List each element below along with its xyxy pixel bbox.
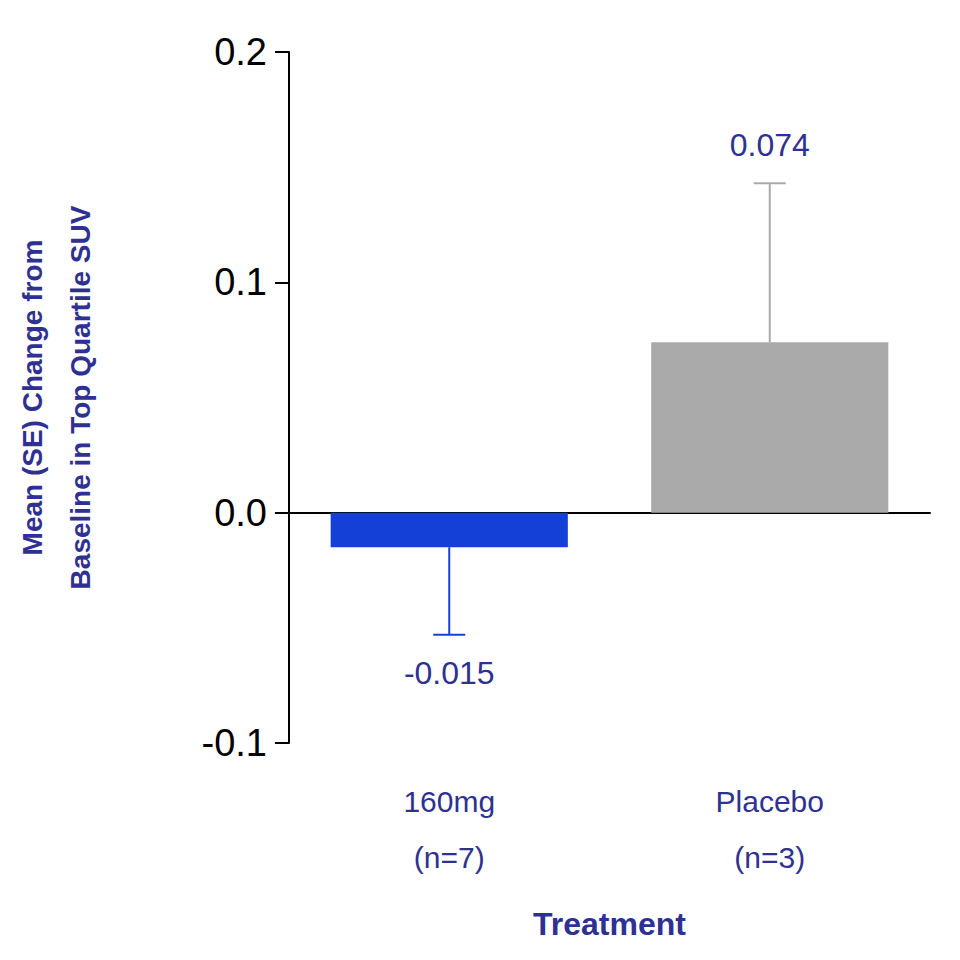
svg-text:Baseline in Top Quartile SUV: Baseline in Top Quartile SUV: [65, 205, 96, 589]
svg-text:Treatment: Treatment: [533, 906, 686, 942]
svg-text:160mg: 160mg: [403, 785, 495, 818]
svg-text:Placebo: Placebo: [716, 785, 824, 818]
svg-text:(n=7): (n=7): [414, 841, 485, 874]
svg-text:-0.015: -0.015: [404, 655, 495, 691]
svg-text:(n=3): (n=3): [734, 841, 805, 874]
svg-text:Mean (SE) Change from: Mean (SE) Change from: [17, 240, 48, 556]
svg-text:0.0: 0.0: [214, 492, 267, 534]
svg-text:0.2: 0.2: [214, 31, 267, 73]
svg-text:-0.1: -0.1: [202, 722, 267, 764]
svg-text:0.074: 0.074: [730, 127, 810, 163]
svg-text:0.1: 0.1: [214, 261, 267, 303]
